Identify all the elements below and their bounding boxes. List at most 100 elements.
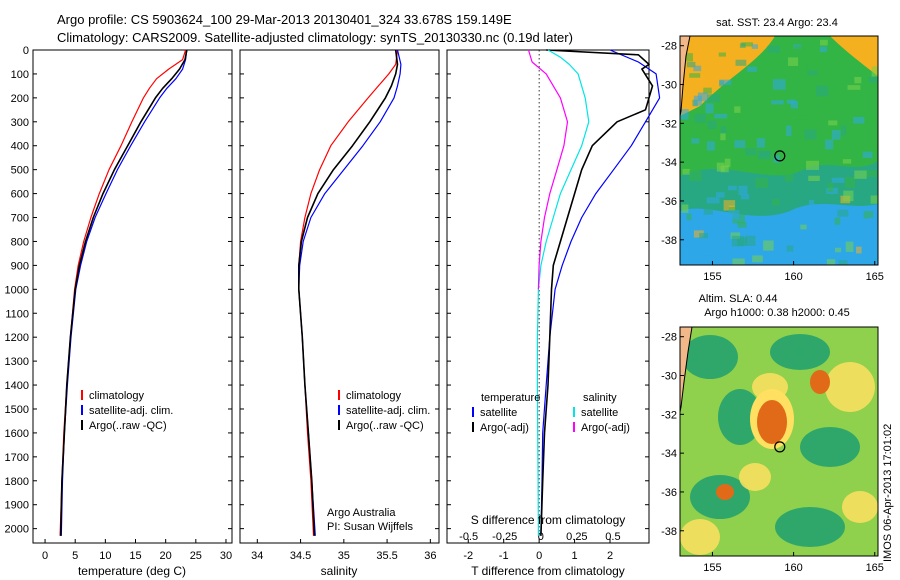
salinity-axes-frame: [239, 49, 440, 544]
sst-pixel: [853, 116, 865, 124]
sst-pixel: [703, 250, 713, 256]
sst-pixel: [701, 235, 712, 245]
sst-pixel: [761, 60, 771, 67]
sst-pixel: [831, 129, 841, 140]
sst-pixel: [786, 125, 792, 137]
sst-pixel: [806, 223, 815, 230]
legend-label: Argo(-adj): [581, 422, 630, 434]
sst-map-frame: [679, 35, 879, 266]
sst-pixel: [854, 76, 862, 84]
sst-pixel: [784, 171, 793, 182]
sst-pixel: [691, 138, 700, 144]
sst-pixel: [737, 222, 747, 228]
sst-pixel: [756, 138, 765, 148]
map-y-tick-label: -34: [661, 448, 677, 460]
map-y-tick-label: -30: [661, 80, 677, 92]
sla-anomaly: [800, 427, 860, 467]
map-x-tick-label: 155: [703, 562, 721, 574]
y-tick-label: 700: [11, 213, 29, 225]
map-y-tick-label: -36: [661, 487, 677, 499]
map-x-tick-label: 160: [784, 271, 802, 283]
coastline: [680, 36, 691, 117]
y-tick-label: 1100: [5, 308, 29, 320]
x-tick-label: -1: [499, 550, 509, 562]
x-tick-label: 5: [72, 550, 78, 562]
x-tick-label: 35: [338, 550, 350, 562]
legend-label: satellite-adj. clim.: [346, 405, 430, 417]
sst-pixel: [841, 125, 847, 136]
sst-pixel: [752, 255, 763, 263]
sst-pixel: [681, 204, 689, 213]
sst-pixel: [863, 211, 874, 219]
sst-pixel: [808, 199, 815, 211]
sla-high-ne: [810, 370, 830, 394]
sst-pixel: [815, 182, 822, 193]
argo-float-marker: [774, 441, 786, 453]
sst-pixel: [755, 178, 769, 188]
y-tick-label: 100: [11, 69, 29, 81]
sla-anomaly: [770, 334, 830, 370]
sst-pixel: [720, 133, 726, 141]
series-line-3: [297, 49, 399, 536]
sst-pixel: [828, 120, 838, 126]
sst-pixel: [759, 190, 767, 202]
sst-pixel: [768, 146, 778, 157]
sst-pixel: [808, 175, 820, 182]
sla-anomaly: [680, 519, 720, 555]
x-tick-label-top: -0.25: [492, 531, 517, 543]
legend-label: satellite: [581, 407, 618, 419]
sst-pixel: [768, 185, 780, 196]
x-tick-label-top: 0: [538, 531, 544, 543]
sst-pixel: [693, 230, 704, 238]
salinity-panel: 34 34.5 35 35.5 36 climatology satellite-adj.…: [239, 49, 440, 578]
y-tick-label: 1400: [5, 380, 29, 392]
sst-pixel: [714, 113, 728, 119]
sst-pixel: [847, 85, 861, 90]
sst-pixel: [868, 76, 878, 83]
salinity-annotation-line1: Argo Australia: [327, 507, 396, 519]
sst-pixel: [804, 46, 815, 52]
sst-pixel: [732, 258, 745, 265]
sst-pixel: [806, 65, 812, 70]
sst-pixel: [703, 262, 709, 265]
map-y-tick-label: -36: [661, 196, 677, 208]
sst-pixel: [784, 196, 796, 206]
x-tick-label: -2: [463, 550, 473, 562]
sst-pixel: [816, 85, 829, 97]
salinity-annotation-line2: PI: Susan Wijffels: [327, 521, 413, 533]
legend-label: climatology: [89, 390, 145, 402]
y-tick-label: 1000: [5, 284, 29, 296]
sla-high-sw: [716, 484, 734, 500]
sst-pixel: [831, 177, 845, 183]
sst-pixel: [705, 103, 714, 114]
temperature-axes-frame: [32, 49, 233, 544]
sst-pixel: [819, 46, 827, 53]
difference-xlabel: T difference from climatology: [471, 564, 625, 578]
series-line-2: [540, 49, 654, 536]
sst-pixel: [692, 132, 701, 139]
legend-label: satellite: [480, 407, 517, 419]
legend-label: Argo(..raw -QC): [89, 420, 167, 432]
y-tick-label: 1500: [5, 404, 29, 416]
x-tick-label: 36: [424, 550, 436, 562]
sst-pixel: [686, 61, 696, 68]
sst-pixel: [804, 129, 817, 140]
sst-map-image: [680, 36, 878, 265]
x-tick-label: 0: [536, 550, 542, 562]
difference-xlabel-top: S difference from climatology: [471, 513, 626, 527]
y-tick-label: 2000: [5, 524, 29, 536]
sst-pixel: [795, 115, 807, 120]
sst-pixel: [790, 100, 799, 109]
y-tick-label: 1900: [5, 500, 29, 512]
map-y-tick-label: -38: [661, 526, 677, 538]
sst-pixel: [834, 217, 841, 225]
sst-pixel: [739, 43, 746, 48]
y-tick-label: 600: [11, 189, 29, 201]
sst-pixel: [781, 186, 792, 197]
sst-pixel: [845, 241, 854, 252]
sst-pixel: [693, 95, 702, 106]
sst-pixel: [719, 79, 732, 85]
figure-title-line2: Climatology: CARS2009. Satellite-adjuste…: [57, 30, 573, 45]
sst-pixel: [697, 92, 708, 102]
sla-map-title-line2: Argo h1000: 0.38 h2000: 0.45: [704, 307, 850, 319]
